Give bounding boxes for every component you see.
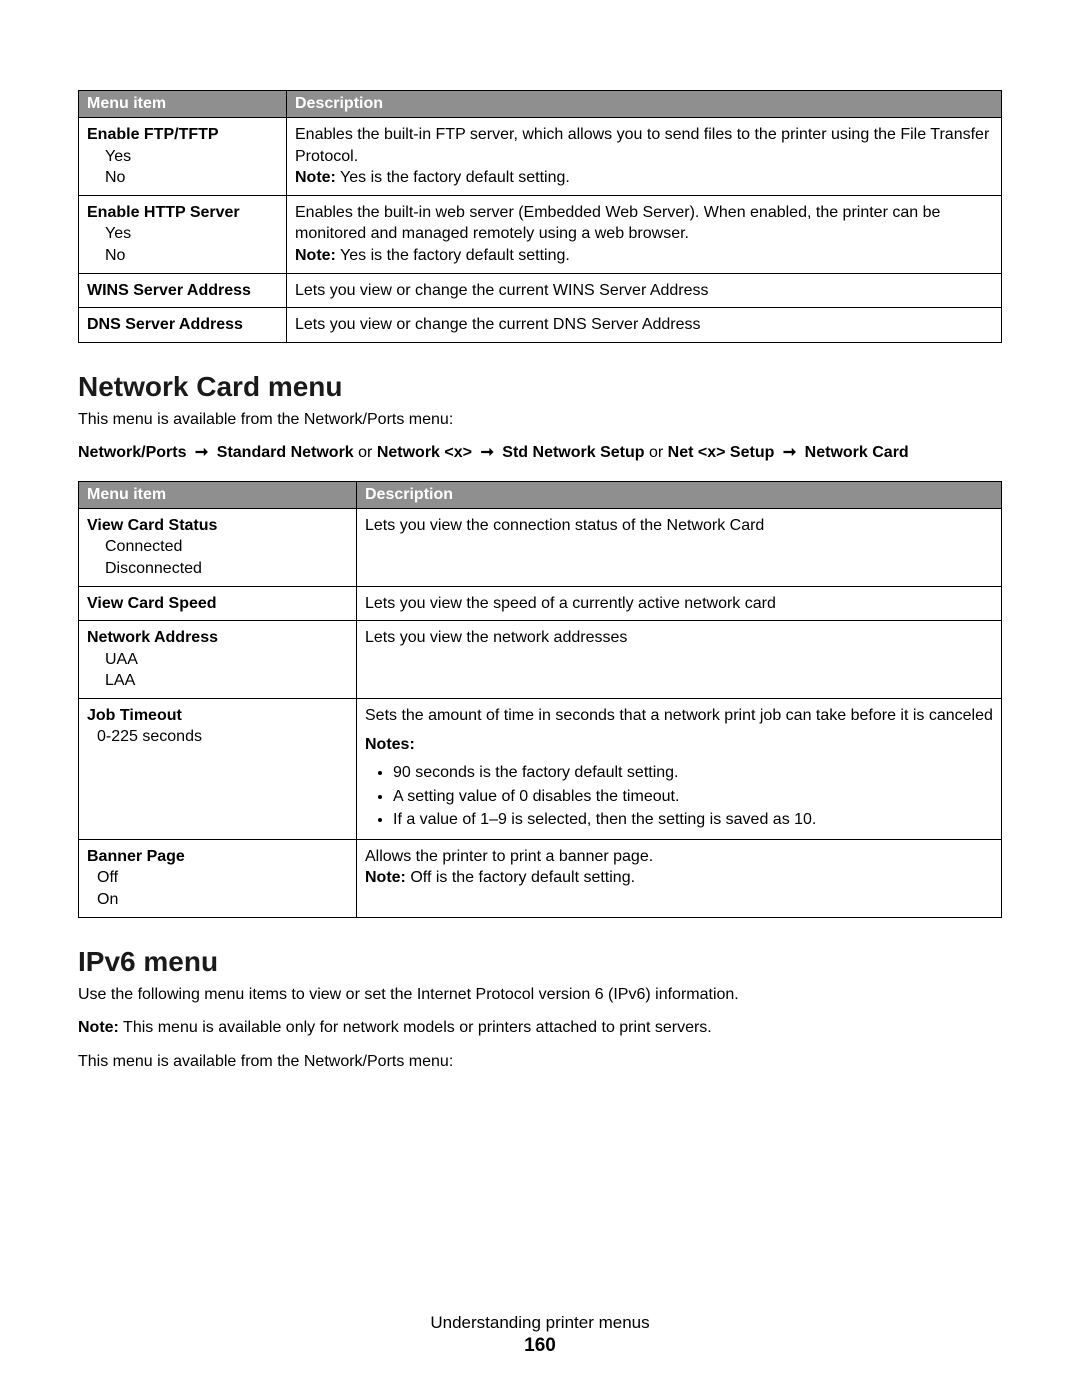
menu-item-desc: Sets the amount of time in seconds that … — [365, 705, 993, 727]
menu-item-title: Enable HTTP Server — [87, 202, 278, 224]
menu-item-sub: Disconnected — [87, 558, 348, 580]
table-row: Enable HTTP Server Yes No Enables the bu… — [79, 195, 1002, 273]
footer-title: Understanding printer menus — [0, 1313, 1080, 1333]
table-row: WINS Server Address Lets you view or cha… — [79, 273, 1002, 308]
table-row: DNS Server Address Lets you view or chan… — [79, 308, 1002, 343]
menu-item-desc: Enables the built-in web server (Embedde… — [295, 202, 993, 245]
note-item: 90 seconds is the factory default settin… — [393, 762, 993, 784]
menu-item-title: View Card Speed — [87, 593, 348, 615]
ipv6-intro: Use the following menu items to view or … — [78, 984, 1002, 1006]
arrow-icon: ➞ — [191, 442, 212, 464]
menu-item-title: Network Address — [87, 627, 348, 649]
section-heading-network-card: Network Card menu — [78, 371, 1002, 403]
table2-header-menu: Menu item — [79, 481, 357, 508]
menu-item-desc: Lets you view or change the current DNS … — [287, 308, 1002, 343]
menu-item-desc: Lets you view or change the current WINS… — [287, 273, 1002, 308]
menu-item-sub: Off — [87, 867, 348, 889]
section-heading-ipv6: IPv6 menu — [78, 946, 1002, 978]
menu-item-sub: UAA — [87, 649, 348, 671]
menu-item-title: Enable FTP/TFTP — [87, 124, 278, 146]
table1-header-desc: Description — [287, 91, 1002, 118]
menu-item-desc: Allows the printer to print a banner pag… — [365, 846, 993, 868]
menu-item-title: View Card Status — [87, 515, 348, 537]
notes-list: 90 seconds is the factory default settin… — [365, 762, 993, 831]
table-row: Job Timeout 0-225 seconds Sets the amoun… — [79, 698, 1002, 839]
breadcrumb: Network/Ports ➞ Standard Network or Netw… — [78, 442, 1002, 464]
footer-page-number: 160 — [0, 1335, 1080, 1357]
menu-item-desc: Enables the built-in FTP server, which a… — [295, 124, 993, 167]
menu-item-title: WINS Server Address — [87, 280, 278, 302]
menu-item-title: DNS Server Address — [87, 314, 278, 336]
note-item: A setting value of 0 disables the timeou… — [393, 786, 993, 808]
arrow-icon: ➞ — [779, 442, 800, 464]
menu-item-sub: On — [87, 889, 348, 911]
menu-table-1: Menu item Description Enable FTP/TFTP Ye… — [78, 90, 1002, 343]
arrow-icon: ➞ — [476, 442, 497, 464]
menu-item-sub: No — [87, 167, 278, 189]
ipv6-note: Note: This menu is available only for ne… — [78, 1017, 1002, 1039]
table2-header-desc: Description — [357, 481, 1002, 508]
menu-item-sub: 0-225 seconds — [87, 726, 348, 748]
menu-item-title: Job Timeout — [87, 705, 348, 727]
menu-item-note: Note: Yes is the factory default setting… — [295, 245, 993, 267]
menu-item-sub: No — [87, 245, 278, 267]
table-row: Enable FTP/TFTP Yes No Enables the built… — [79, 118, 1002, 196]
menu-item-sub: Yes — [87, 223, 278, 245]
page-footer: Understanding printer menus 160 — [0, 1313, 1080, 1357]
menu-item-desc: Lets you view the connection status of t… — [357, 508, 1002, 586]
table-row: Banner Page Off On Allows the printer to… — [79, 839, 1002, 917]
page-content: Menu item Description Enable FTP/TFTP Ye… — [0, 0, 1080, 1072]
menu-item-sub: LAA — [87, 670, 348, 692]
ipv6-availability: This menu is available from the Network/… — [78, 1051, 1002, 1073]
notes-label: Notes: — [365, 734, 993, 756]
note-item: If a value of 1–9 is selected, then the … — [393, 809, 993, 831]
menu-item-sub: Connected — [87, 536, 348, 558]
menu-item-desc: Lets you view the speed of a currently a… — [357, 586, 1002, 621]
menu-item-title: Banner Page — [87, 846, 348, 868]
menu-item-desc: Lets you view the network addresses — [357, 621, 1002, 699]
table1-header-menu: Menu item — [79, 91, 287, 118]
table-row: View Card Speed Lets you view the speed … — [79, 586, 1002, 621]
table-row: Network Address UAA LAA Lets you view th… — [79, 621, 1002, 699]
menu-item-note: Note: Yes is the factory default setting… — [295, 167, 993, 189]
section-intro: This menu is available from the Network/… — [78, 409, 1002, 431]
menu-table-2: Menu item Description View Card Status C… — [78, 481, 1002, 918]
table-row: View Card Status Connected Disconnected … — [79, 508, 1002, 586]
menu-item-sub: Yes — [87, 146, 278, 168]
menu-item-note: Note: Off is the factory default setting… — [365, 867, 993, 889]
